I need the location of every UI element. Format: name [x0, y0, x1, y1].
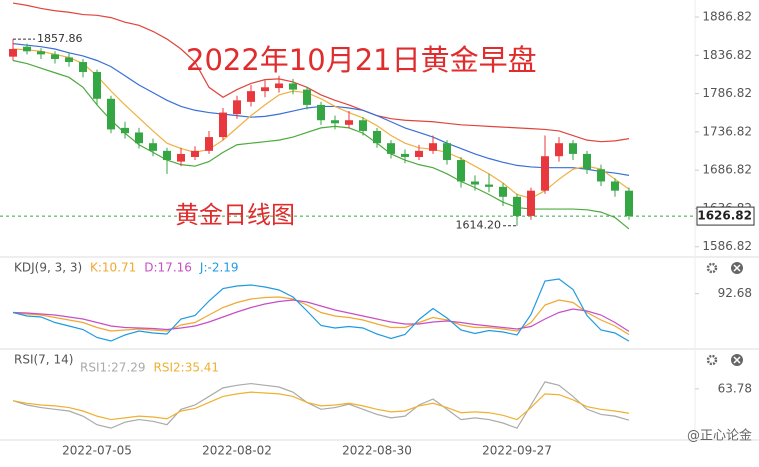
candle-body: [471, 181, 479, 185]
candle-body: [527, 190, 535, 216]
candle-body: [205, 137, 213, 151]
legend-entry: RSI2:35.41: [154, 361, 220, 375]
candle-body: [317, 104, 325, 121]
min-label: 1614.20: [456, 219, 502, 232]
candle-body: [485, 184, 493, 187]
candle-body: [107, 98, 115, 130]
legend-entry: D:17.16: [144, 261, 192, 275]
y-tick-label: 1886.82: [702, 9, 752, 23]
candle-body: [401, 153, 409, 157]
chart-title: 2022年10月21日黄金早盘: [186, 43, 537, 77]
x-tick-label: 2022-09-27: [482, 444, 552, 458]
candle-body: [429, 143, 437, 151]
series-line: [12, 2, 630, 143]
series-line: [12, 48, 630, 199]
candle-body: [443, 143, 451, 161]
y-tick-label: 1686.82: [702, 163, 752, 177]
candle-body: [163, 150, 171, 161]
candle-body: [23, 46, 31, 52]
candle-body: [415, 150, 423, 157]
settings-icon[interactable]: [706, 262, 718, 366]
y-tick-label: 63.78: [718, 381, 752, 395]
candle-body: [625, 190, 633, 217]
candle-body: [331, 120, 339, 124]
candle-body: [37, 51, 45, 55]
x-tick-label: 2022-08-02: [202, 444, 272, 458]
series-line: [12, 299, 630, 332]
series-line: [12, 296, 630, 336]
candle-body: [373, 130, 381, 144]
candle-body: [541, 156, 549, 191]
max-label: 1857.86: [37, 32, 83, 45]
chart-subtitle: 黄金日线图: [175, 201, 295, 229]
candle-body: [611, 181, 619, 191]
watermark: @正心论金: [687, 428, 752, 444]
panel-title: KDJ(9, 3, 3): [14, 261, 82, 275]
candle-body: [191, 150, 199, 157]
candle-body: [555, 143, 563, 157]
y-tick-label: 1736.82: [702, 124, 752, 138]
candle-body: [121, 127, 129, 134]
candle-body: [303, 89, 311, 105]
legend-entry: RSI1:27.29: [80, 361, 146, 375]
candle-body: [51, 54, 59, 59]
candle-body: [387, 143, 395, 154]
y-tick-label: 1586.82: [702, 239, 752, 253]
candle-body: [597, 169, 605, 182]
candle-body: [583, 153, 591, 170]
x-tick-label: 2022-08-30: [342, 444, 412, 458]
candle-body: [359, 120, 367, 131]
y-tick-label: 92.68: [718, 286, 752, 300]
candle-body: [457, 160, 465, 182]
candle-body: [149, 143, 157, 151]
candle-body: [177, 153, 185, 162]
panel-title: RSI(7, 14): [14, 353, 73, 367]
legend-entry: J:-2.19: [199, 261, 239, 275]
y-tick-label: 1786.82: [702, 86, 752, 100]
last-price-box: [696, 206, 755, 226]
candle-body: [233, 100, 241, 115]
series-line: [12, 59, 630, 230]
y-tick-label: 1836.82: [702, 48, 752, 62]
candle-body: [513, 196, 521, 216]
candle-body: [219, 112, 227, 138]
x-tick-label: 2022-07-05: [62, 444, 132, 458]
plot-layer: 1886.821836.821786.821736.821686.821636.…: [0, 2, 755, 458]
candle-body: [79, 62, 87, 72]
candle-body: [345, 120, 353, 125]
candle-body: [135, 132, 143, 144]
candle-body: [569, 143, 577, 154]
candle-body: [9, 49, 17, 57]
series-line: [12, 278, 630, 342]
series-line: [12, 391, 630, 421]
series-line: [12, 381, 630, 429]
candle-body: [261, 87, 269, 92]
candle-body: [247, 91, 255, 102]
candle-body: [499, 186, 507, 197]
close-icon[interactable]: [731, 262, 743, 366]
candle-body: [65, 57, 73, 63]
legend-entry: K:10.71: [90, 261, 136, 275]
candle-body: [275, 83, 283, 89]
last-price-label: 1626.82: [697, 209, 752, 223]
candle-body: [289, 83, 297, 90]
candle-body: [93, 71, 101, 99]
